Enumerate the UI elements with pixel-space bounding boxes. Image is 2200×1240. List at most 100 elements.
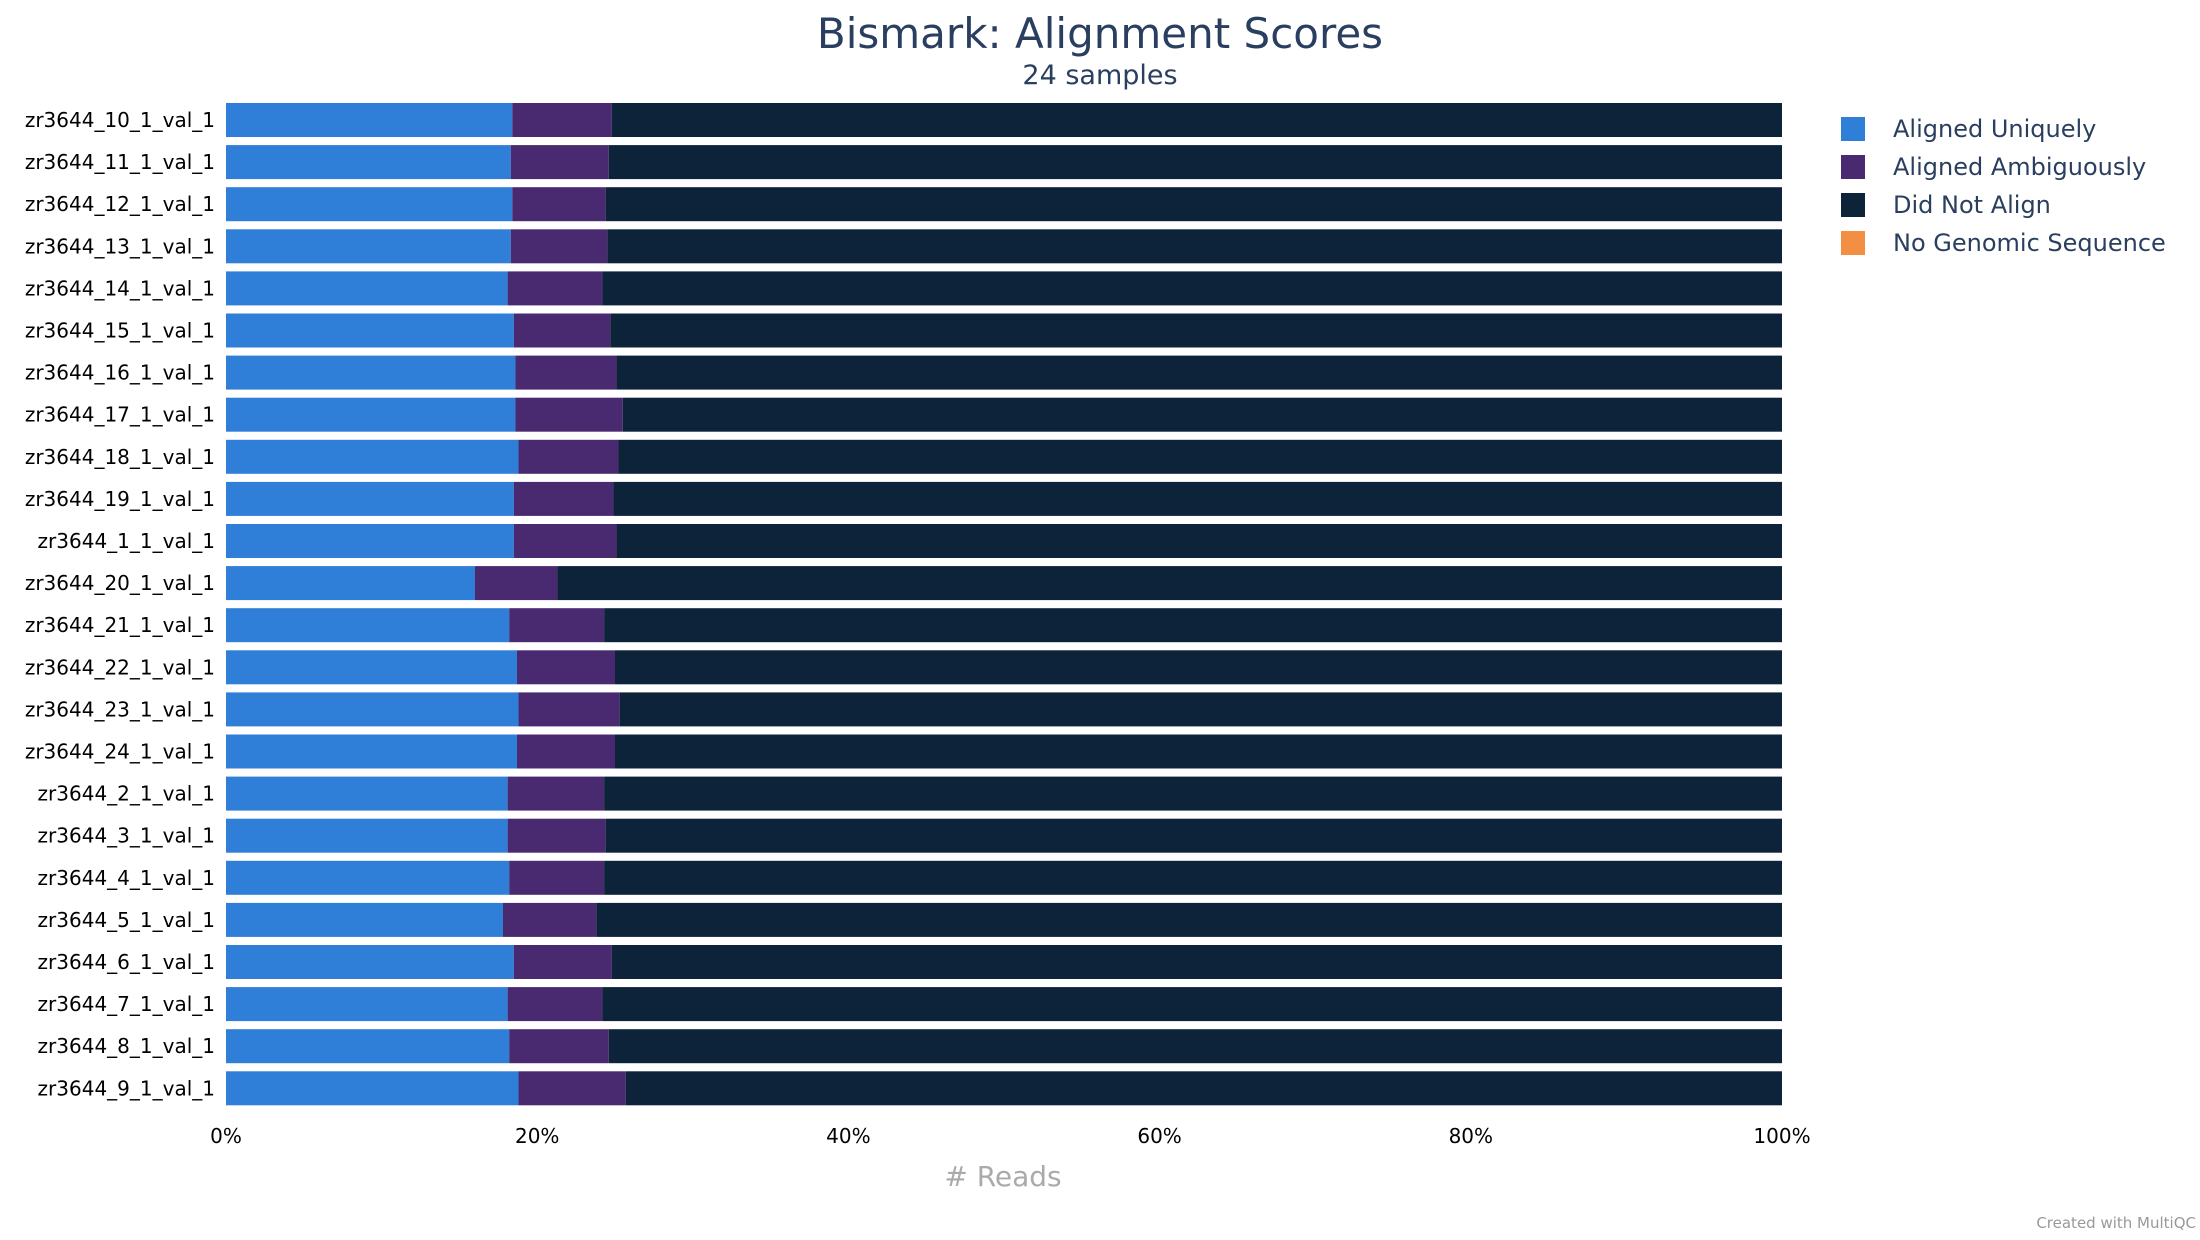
- bar-segment-aligned-ambiguously-3[interactable]: [512, 187, 606, 222]
- bar-segment-did-not-align-9[interactable]: [618, 439, 1782, 474]
- bar-segment-aligned-ambiguously-14[interactable]: [516, 650, 615, 685]
- legend-swatch: [1841, 193, 1865, 217]
- bar-segment-aligned-uniquely-7[interactable]: [226, 355, 516, 390]
- bar-segment-aligned-ambiguously-5[interactable]: [507, 271, 603, 306]
- category-label: zr3644_13_1_val_1: [25, 234, 215, 258]
- bar-segment-aligned-uniquely-17[interactable]: [226, 776, 508, 811]
- bar-segment-aligned-ambiguously-21[interactable]: [513, 945, 612, 979]
- x-tick-label: 100%: [1753, 1124, 1810, 1148]
- bar-segment-aligned-uniquely-23[interactable]: [226, 1029, 510, 1064]
- bar-segment-did-not-align-18[interactable]: [605, 818, 1783, 853]
- bar-segment-did-not-align-16[interactable]: [615, 734, 1782, 769]
- bar-segment-did-not-align-19[interactable]: [604, 860, 1782, 895]
- bar-segment-aligned-uniquely-11[interactable]: [226, 524, 514, 558]
- category-label: zr3644_22_1_val_1: [25, 655, 215, 679]
- bar-segment-did-not-align-17[interactable]: [604, 776, 1782, 811]
- bar-segment-did-not-align-12[interactable]: [557, 566, 1783, 601]
- bar-segment-aligned-ambiguously-24[interactable]: [518, 1071, 626, 1106]
- category-label: zr3644_5_1_val_1: [38, 908, 215, 932]
- bar-segment-did-not-align-8[interactable]: [622, 397, 1782, 432]
- bar-segment-aligned-uniquely-19[interactable]: [226, 860, 510, 895]
- x-tick-label: 60%: [1137, 1124, 1181, 1148]
- bar-segment-aligned-ambiguously-22[interactable]: [507, 987, 603, 1022]
- bar-segment-aligned-uniquely-21[interactable]: [226, 945, 514, 979]
- bar-segment-aligned-ambiguously-7[interactable]: [515, 355, 617, 390]
- bar-segment-aligned-ambiguously-17[interactable]: [507, 776, 605, 811]
- bar-segment-did-not-align-6[interactable]: [610, 313, 1782, 348]
- bar-segment-aligned-ambiguously-12[interactable]: [474, 566, 558, 601]
- bar-segment-aligned-uniquely-4[interactable]: [226, 229, 511, 264]
- bar-segment-did-not-align-15[interactable]: [619, 692, 1783, 727]
- bar-segment-aligned-uniquely-3[interactable]: [226, 187, 513, 222]
- bar-segment-did-not-align-24[interactable]: [625, 1071, 1782, 1106]
- category-label: zr3644_24_1_val_1: [25, 740, 215, 764]
- bar-segment-aligned-uniquely-16[interactable]: [226, 734, 517, 769]
- legend-label: Did Not Align: [1893, 191, 2051, 219]
- bar-segment-aligned-ambiguously-18[interactable]: [507, 818, 606, 853]
- bar-segment-aligned-uniquely-22[interactable]: [226, 987, 508, 1022]
- bar-segment-aligned-uniquely-15[interactable]: [226, 692, 519, 727]
- x-tick-label: 0%: [210, 1124, 242, 1148]
- bar-segment-did-not-align-2[interactable]: [608, 145, 1782, 180]
- bar-segment-did-not-align-21[interactable]: [611, 945, 1782, 979]
- bar-segment-aligned-ambiguously-1[interactable]: [512, 103, 612, 137]
- bar-segment-aligned-ambiguously-6[interactable]: [513, 313, 611, 348]
- bar-segment-aligned-ambiguously-4[interactable]: [510, 229, 608, 264]
- bar-segment-aligned-ambiguously-15[interactable]: [518, 692, 620, 727]
- category-label: zr3644_18_1_val_1: [25, 445, 215, 469]
- bar-segment-aligned-uniquely-13[interactable]: [226, 608, 510, 643]
- bar-segment-aligned-uniquely-18[interactable]: [226, 818, 508, 853]
- bar-segment-aligned-uniquely-1[interactable]: [226, 103, 513, 137]
- legend-item[interactable]: Aligned Uniquely: [1841, 115, 2096, 143]
- bar-segment-aligned-ambiguously-19[interactable]: [509, 860, 605, 895]
- category-label: zr3644_19_1_val_1: [25, 487, 215, 511]
- category-label: zr3644_11_1_val_1: [25, 150, 215, 174]
- bar-segment-aligned-uniquely-12[interactable]: [226, 566, 475, 601]
- bar-segment-aligned-uniquely-9[interactable]: [226, 439, 519, 474]
- category-label: zr3644_12_1_val_1: [25, 192, 215, 216]
- legend-label: Aligned Uniquely: [1893, 115, 2096, 143]
- bar-segment-aligned-ambiguously-11[interactable]: [513, 524, 617, 558]
- bar-segment-aligned-uniquely-6[interactable]: [226, 313, 514, 348]
- bar-segment-aligned-ambiguously-13[interactable]: [509, 608, 605, 643]
- category-label: zr3644_16_1_val_1: [25, 361, 215, 385]
- bar-segment-aligned-uniquely-8[interactable]: [226, 397, 516, 432]
- bar-segment-aligned-uniquely-10[interactable]: [226, 481, 514, 516]
- bar-segment-aligned-ambiguously-8[interactable]: [515, 397, 623, 432]
- category-label: zr3644_6_1_val_1: [38, 950, 215, 974]
- bar-segment-aligned-uniquely-2[interactable]: [226, 145, 511, 180]
- x-tick-label: 40%: [826, 1124, 870, 1148]
- bar-segment-did-not-align-14[interactable]: [615, 650, 1782, 685]
- category-label: zr3644_20_1_val_1: [25, 571, 215, 595]
- bar-segment-did-not-align-3[interactable]: [605, 187, 1783, 222]
- bar-segment-did-not-align-23[interactable]: [608, 1029, 1782, 1064]
- bar-segment-did-not-align-13[interactable]: [604, 608, 1782, 643]
- legend-label: Aligned Ambiguously: [1893, 153, 2146, 181]
- bar-segment-did-not-align-22[interactable]: [602, 987, 1782, 1022]
- bar-segment-did-not-align-20[interactable]: [596, 902, 1782, 937]
- bar-segment-did-not-align-5[interactable]: [602, 271, 1782, 306]
- bar-segment-aligned-ambiguously-10[interactable]: [513, 481, 614, 516]
- bar-segment-aligned-ambiguously-2[interactable]: [510, 145, 609, 180]
- bar-segment-did-not-align-1[interactable]: [611, 103, 1782, 137]
- bar-segment-aligned-ambiguously-16[interactable]: [516, 734, 615, 769]
- bar-segment-aligned-uniquely-14[interactable]: [226, 650, 517, 685]
- x-axis-title: # Reads: [944, 1160, 1061, 1193]
- legend-item[interactable]: Aligned Ambiguously: [1841, 153, 2146, 181]
- bar-segment-aligned-uniquely-20[interactable]: [226, 902, 503, 937]
- legend-item[interactable]: No Genomic Sequence: [1841, 229, 2166, 257]
- bar-segment-did-not-align-10[interactable]: [613, 481, 1783, 516]
- bar-segment-did-not-align-7[interactable]: [616, 355, 1782, 390]
- bar-segment-aligned-uniquely-5[interactable]: [226, 271, 508, 306]
- bar-segment-aligned-ambiguously-23[interactable]: [509, 1029, 609, 1064]
- bar-segment-did-not-align-11[interactable]: [616, 524, 1782, 558]
- bar-segment-aligned-uniquely-24[interactable]: [226, 1071, 519, 1106]
- legend-item[interactable]: Did Not Align: [1841, 191, 2051, 219]
- category-label: zr3644_14_1_val_1: [25, 276, 215, 300]
- x-tick-label: 80%: [1449, 1124, 1493, 1148]
- bar-segment-aligned-ambiguously-9[interactable]: [518, 439, 619, 474]
- bar-segment-aligned-ambiguously-20[interactable]: [502, 902, 597, 937]
- x-axis-ticks: 0% 20% 40% 60% 80% 100%: [210, 1124, 1810, 1148]
- category-label: zr3644_9_1_val_1: [38, 1076, 215, 1100]
- bar-segment-did-not-align-4[interactable]: [607, 229, 1782, 264]
